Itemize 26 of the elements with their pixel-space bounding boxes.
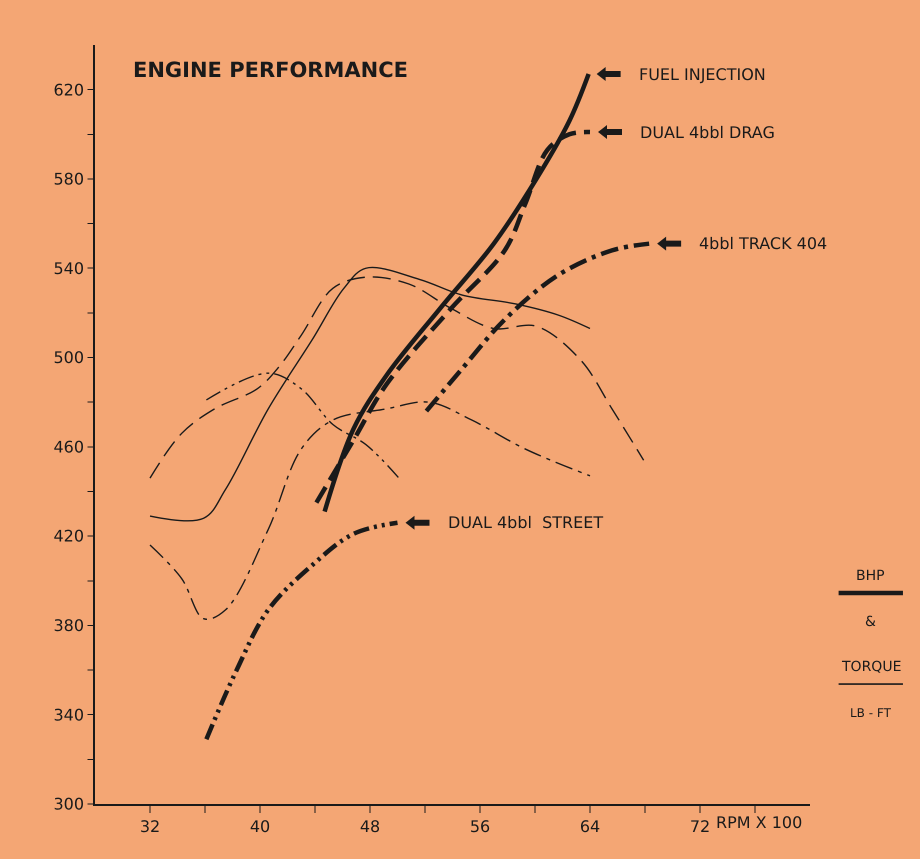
x-axis-title: RPM X 100 xyxy=(716,813,802,832)
y-tick-label: 340 xyxy=(54,705,84,724)
y-tick-label: 380 xyxy=(54,616,84,636)
text: TORQUE xyxy=(841,659,902,675)
legend-label: DUAL 4bbl STREET xyxy=(448,513,604,532)
y-tick-label: 460 xyxy=(54,437,84,456)
y-tick-label: 540 xyxy=(54,258,84,278)
text: LB - FT xyxy=(850,706,892,720)
x-tick-label: 72 xyxy=(690,816,710,836)
x-tick-label: 64 xyxy=(580,816,600,836)
y-tick-label: 620 xyxy=(54,80,84,100)
text: & xyxy=(865,614,876,630)
y-tick-label: 300 xyxy=(54,794,84,814)
legend-label: DUAL 4bbl DRAG xyxy=(640,123,775,142)
x-tick-label: 40 xyxy=(250,816,270,836)
x-tick-label: 56 xyxy=(470,816,490,836)
line-series xyxy=(204,520,400,742)
x-tick-label: 32 xyxy=(140,816,160,836)
text: ENGINE PERFORMANCE xyxy=(133,58,408,82)
x-tick-label: 48 xyxy=(360,816,380,836)
text: BHP xyxy=(856,568,885,584)
legend-label: FUEL INJECTION xyxy=(639,65,766,84)
y-tick-label: 420 xyxy=(54,526,84,546)
legend-label: 4bbl TRACK 404 xyxy=(699,234,828,253)
y-tick-label: 500 xyxy=(54,348,84,368)
y-tick-label: 580 xyxy=(54,170,84,189)
